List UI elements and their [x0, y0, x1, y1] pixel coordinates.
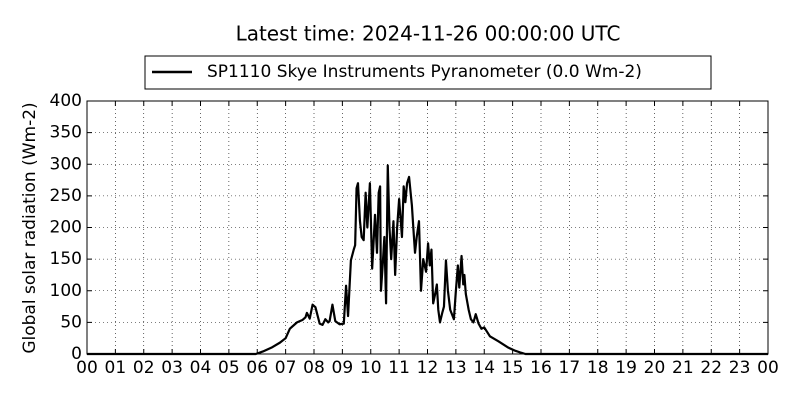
x-tick-label: 09: [332, 358, 354, 378]
x-tick-label: 15: [502, 358, 524, 378]
chart-title: Latest time: 2024-11-26 00:00:00 UTC: [236, 22, 621, 46]
x-tick-label: 11: [388, 358, 410, 378]
y-axis-label: Global solar radiation (Wm-2): [20, 102, 40, 353]
y-tick-label: 400: [50, 91, 82, 111]
x-tick-label: 17: [559, 358, 581, 378]
x-tick-label: 21: [672, 358, 694, 378]
x-tick-label: 08: [303, 358, 325, 378]
x-tick-label: 00: [76, 358, 98, 378]
x-tick-label: 22: [700, 358, 722, 378]
x-tick-label: 10: [360, 358, 382, 378]
x-tick-label: 23: [729, 358, 751, 378]
x-tick-label: 07: [275, 358, 297, 378]
y-tick-label: 100: [50, 281, 82, 301]
y-tick-label: 350: [50, 123, 82, 143]
x-tick-label: 13: [445, 358, 467, 378]
legend: [144, 55, 712, 90]
x-tick-label: 01: [105, 358, 127, 378]
legend-label: SP1110 Skye Instruments Pyranometer (0.0…: [207, 62, 642, 82]
plot-frame: [86, 100, 769, 355]
x-tick-label: 02: [133, 358, 155, 378]
y-tick-label: 0: [71, 344, 82, 364]
x-tick-label: 05: [218, 358, 240, 378]
y-tick-label: 250: [50, 186, 82, 206]
x-tick-label: 00: [757, 358, 779, 378]
x-tick-label: 18: [587, 358, 609, 378]
x-tick-label: 04: [190, 358, 212, 378]
data-line: [87, 164, 768, 356]
x-tick-label: 19: [615, 358, 637, 378]
x-tick-label: 03: [161, 358, 183, 378]
x-tick-label: 06: [246, 358, 268, 378]
x-tick-label: 14: [473, 358, 495, 378]
y-tick-label: 50: [60, 312, 82, 332]
y-tick-label: 300: [50, 154, 82, 174]
x-tick-label: 20: [644, 358, 666, 378]
x-tick-label: 12: [417, 358, 439, 378]
y-tick-label: 150: [50, 249, 82, 269]
x-tick-label: 16: [530, 358, 552, 378]
y-tick-label: 200: [50, 218, 82, 238]
